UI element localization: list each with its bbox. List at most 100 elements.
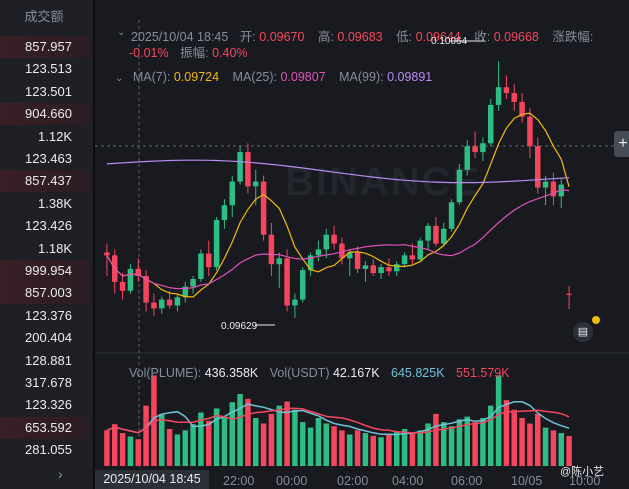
volume-bar xyxy=(503,400,510,466)
candle-body xyxy=(135,268,141,276)
volume-list-value: 904.660 xyxy=(25,106,72,122)
candle-body xyxy=(127,268,134,291)
candle-body xyxy=(542,181,549,188)
volume-bar xyxy=(472,422,478,466)
ma25-value: 0.09807 xyxy=(280,70,326,84)
volume-list-row: 857.003 xyxy=(0,282,90,305)
volume-bar xyxy=(339,430,345,466)
candle-body xyxy=(378,267,384,274)
volume-bar xyxy=(566,436,572,466)
volume-list-value: 123.501 xyxy=(25,83,72,99)
volume-list-row: 857.437 xyxy=(0,170,90,193)
volume-bar xyxy=(276,405,282,466)
volume-bar xyxy=(323,423,329,466)
volume-list-value: 317.678 xyxy=(25,375,72,390)
candle-body xyxy=(119,281,126,291)
volume-bar xyxy=(127,436,134,466)
candle-body xyxy=(464,146,470,170)
candle-body xyxy=(503,87,510,94)
low-label: 低: xyxy=(396,30,413,44)
volume-bar xyxy=(159,413,165,466)
candle-body xyxy=(456,169,463,203)
volume-bar xyxy=(386,434,392,466)
candle-body xyxy=(550,181,557,197)
kline-svg[interactable] xyxy=(95,0,629,489)
volume-bar xyxy=(331,426,337,466)
author-label: @陈小艺 xyxy=(560,466,605,478)
volume-bar xyxy=(182,430,188,466)
panel-divider[interactable] xyxy=(93,0,95,489)
chevron-down-icon[interactable]: ⌄ xyxy=(115,73,124,84)
volume-bar xyxy=(550,430,557,466)
candle-body xyxy=(566,293,572,295)
volume-legend: Vol(PLUME): 436.358K Vol(USDT) 42.167K 6… xyxy=(129,366,510,380)
candle-body xyxy=(511,93,517,102)
volume-list-value: 999.954 xyxy=(25,263,72,278)
open-value: 0.09670 xyxy=(259,30,305,44)
volume-ma-slow-line xyxy=(106,407,570,434)
volume-list-value: 123.326 xyxy=(25,397,72,413)
time-axis: 22:00 00:00 02:00 04:00 06:00 10/05 10:0… xyxy=(95,468,629,489)
candle-body xyxy=(535,146,541,188)
volume-bar xyxy=(542,427,549,466)
volume-bar xyxy=(135,439,141,466)
volume-list-row: 999.954 xyxy=(0,260,90,282)
candle-body xyxy=(260,181,267,235)
volume-bar xyxy=(511,409,517,466)
document-icon[interactable]: ▤ xyxy=(573,322,593,342)
volume-list-value: 1.12K xyxy=(38,128,72,144)
volume-list-value: 123.376 xyxy=(25,307,72,323)
volume-bar xyxy=(464,416,470,466)
candle-body xyxy=(527,116,533,147)
time-tick: 00:00 xyxy=(276,474,308,488)
volume-bar xyxy=(535,413,541,466)
volume-list-row: 1.18K xyxy=(0,238,90,260)
volume-bar xyxy=(245,398,251,466)
candle-body xyxy=(213,219,220,268)
volume-bar xyxy=(300,422,306,466)
volume-bar xyxy=(417,430,423,466)
volume-bar xyxy=(425,423,431,466)
volume-list-value: 653.592 xyxy=(25,419,72,435)
add-icon[interactable]: + xyxy=(614,131,629,157)
volume-bar xyxy=(112,424,118,466)
volume-bar xyxy=(104,430,110,466)
candle-body xyxy=(362,265,369,269)
volume-bar xyxy=(527,423,533,466)
volume-list-value: 857.003 xyxy=(25,285,72,301)
volume-bar xyxy=(119,433,126,466)
candle-body xyxy=(409,255,416,260)
amplitude-value: 0.40% xyxy=(212,46,248,60)
chevron-right-icon[interactable]: › xyxy=(58,466,63,482)
time-tick: 22:00 xyxy=(223,474,255,488)
high-value: 0.09683 xyxy=(337,30,383,44)
candle-body xyxy=(370,265,376,274)
candle-body xyxy=(174,297,181,306)
candle-body xyxy=(159,299,165,309)
ohlc-info: 2025/10/04 18:45 开: 0.09670 高: 0.09683 低… xyxy=(117,26,593,45)
volume-bar xyxy=(229,402,235,466)
time-tick: 02:00 xyxy=(337,474,369,488)
candle-body xyxy=(433,225,439,244)
candle-body xyxy=(448,202,455,229)
candle-body xyxy=(151,302,157,309)
vol-usdt-value: 42.167K xyxy=(332,366,380,380)
candle-body xyxy=(315,249,322,256)
volume-list-value: 200.404 xyxy=(25,330,72,346)
candle-body xyxy=(347,252,353,259)
candle-body xyxy=(488,104,494,144)
candle-body xyxy=(300,270,306,300)
candle-body xyxy=(104,252,110,256)
time-tick: 10/05 xyxy=(511,474,543,488)
candle-body xyxy=(276,258,282,265)
candle-body xyxy=(386,267,392,272)
kline-chart[interactable]: BINANCE ⌄ 2025/10/04 18:45 开: 0.09670 高:… xyxy=(95,0,629,489)
chevron-down-icon[interactable]: ⌄ xyxy=(117,27,126,38)
volume-bar xyxy=(495,375,502,466)
candle-body xyxy=(394,264,400,272)
candle-body xyxy=(292,299,298,306)
candle-datetime: 2025/10/04 18:45 xyxy=(131,30,229,44)
candle-body xyxy=(425,225,431,241)
volume-bar xyxy=(448,426,455,466)
time-tick: 06:00 xyxy=(451,474,483,488)
